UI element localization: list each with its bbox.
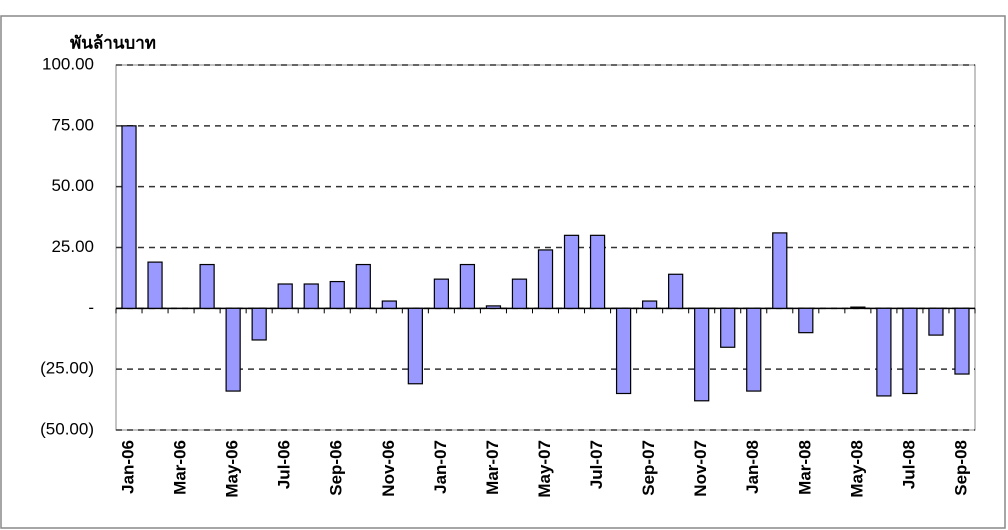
bar: [511, 278, 528, 309]
x-tick-label: Sep-07: [639, 440, 658, 496]
bar: [746, 307, 762, 392]
y-tick-label: 25.00: [51, 237, 94, 256]
bar: [381, 300, 397, 309]
bar: [459, 263, 476, 309]
bar: [121, 125, 137, 309]
bar: [147, 261, 163, 309]
y-tick-label: (25.00): [40, 359, 94, 378]
bar: [537, 249, 554, 309]
x-tick-label: Jan-07: [431, 440, 450, 494]
bar: [251, 307, 267, 341]
bar: [928, 307, 944, 336]
bar: [485, 305, 502, 309]
y-tick-label: -: [88, 298, 94, 317]
bar: [277, 283, 293, 309]
bar: [615, 307, 632, 395]
x-tick-label: May-07: [535, 440, 554, 498]
chart-frame: [0, 15, 1006, 529]
bar: [589, 234, 606, 309]
x-tick-label: Sep-06: [327, 440, 346, 496]
bar: [199, 263, 215, 309]
bar: [694, 307, 710, 402]
x-tick-label: Jul-06: [275, 440, 294, 489]
bar: [225, 307, 241, 392]
y-axis-title: พันล้านบาท: [70, 33, 156, 52]
y-tick-label: 75.00: [51, 115, 94, 134]
bar: [303, 283, 319, 309]
x-tick-label: Mar-07: [483, 440, 502, 495]
x-tick-label: Mar-08: [795, 440, 814, 495]
x-tick-label: May-06: [223, 440, 242, 498]
bar: [954, 307, 970, 375]
bar: [798, 307, 814, 334]
x-tick-label: Sep-08: [951, 440, 970, 496]
y-tick-label: (50.00): [40, 419, 94, 438]
x-tick-label: Nov-06: [379, 440, 398, 497]
bar: [407, 307, 423, 385]
bar: [668, 273, 684, 309]
x-tick-label: Nov-07: [691, 440, 710, 497]
bar: [329, 280, 345, 309]
bar: [772, 232, 788, 309]
bar: [355, 263, 371, 309]
bar: [641, 300, 658, 309]
x-tick-label: May-08: [847, 440, 866, 498]
y-tick-label: 100.00: [42, 54, 94, 73]
bar: [720, 307, 736, 348]
bar: [850, 306, 866, 309]
bar: [563, 234, 580, 309]
y-tick-label: 50.00: [51, 176, 94, 195]
x-tick-label: Jan-06: [118, 440, 137, 494]
x-tick-label: Jul-08: [899, 440, 918, 489]
bar: [902, 307, 918, 395]
x-tick-label: Jul-07: [587, 440, 606, 489]
x-tick-label: Mar-06: [171, 440, 190, 495]
x-tick-label: Jan-08: [743, 440, 762, 494]
bar: [876, 307, 892, 397]
bar: [433, 278, 450, 309]
